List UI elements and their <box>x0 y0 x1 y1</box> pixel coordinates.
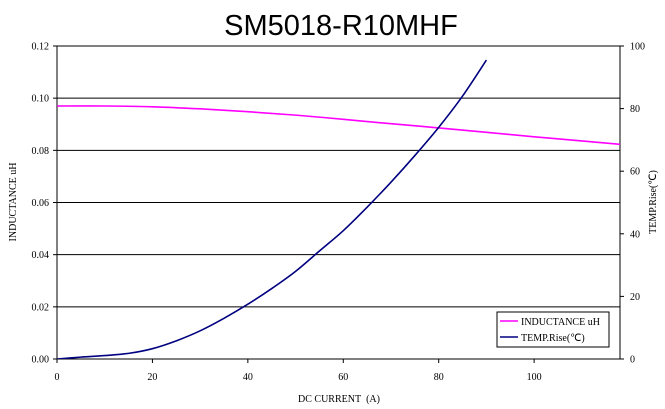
series-line-inductance <box>57 105 620 146</box>
x-tick-label: 60 <box>338 372 348 383</box>
legend-label-inductance: INDUCTANCE uH <box>521 317 600 328</box>
y2-axis-ticks: 0 20 40 60 80 100 <box>620 42 645 366</box>
y2-tick-label: 80 <box>630 104 640 115</box>
y2-tick-label: 40 <box>630 229 640 240</box>
y2-tick-label: 60 <box>630 167 640 178</box>
y-tick-label: 0.12 <box>32 42 50 53</box>
y2-tick-label: 0 <box>630 355 635 366</box>
y-tick-label: 0.04 <box>32 250 50 261</box>
legend-label-temp-rise: TEMP.Rise(℃) <box>521 333 585 344</box>
x-tick-label: 100 <box>527 372 542 383</box>
y-tick-label: 0.08 <box>32 146 50 157</box>
y-tick-label: 0.02 <box>32 302 50 313</box>
x-axis-label: DC CURRENT (A) <box>298 394 380 405</box>
x-axis-ticks: 0 20 40 60 80 100 <box>55 359 542 383</box>
legend-box <box>496 311 610 348</box>
y-axis-ticks: 0.00 0.02 0.04 0.06 0.08 0.10 0.12 <box>32 42 57 366</box>
x-tick-label: 40 <box>243 372 253 383</box>
y2-tick-label: 20 <box>630 292 640 303</box>
chart-title: SM5018-R10MHF <box>224 10 458 42</box>
x-tick-label: 80 <box>434 372 444 383</box>
y-axis-label: INDUCTANCE uH <box>8 163 19 242</box>
series-lines <box>57 59 620 359</box>
y-tick-label: 0.00 <box>32 355 50 366</box>
y2-tick-label: 100 <box>630 42 645 53</box>
grid-lines <box>57 97 620 308</box>
y-tick-label: 0.06 <box>32 198 50 209</box>
y-tick-label: 0.10 <box>32 94 50 105</box>
y2-axis-label: TEMP.Rise(℃) <box>648 170 659 234</box>
x-tick-label: 0 <box>55 372 60 383</box>
legend: INDUCTANCE uH TEMP.Rise(℃) <box>496 311 610 348</box>
x-tick-label: 20 <box>147 372 157 383</box>
series-line-temp-rise <box>57 59 488 359</box>
